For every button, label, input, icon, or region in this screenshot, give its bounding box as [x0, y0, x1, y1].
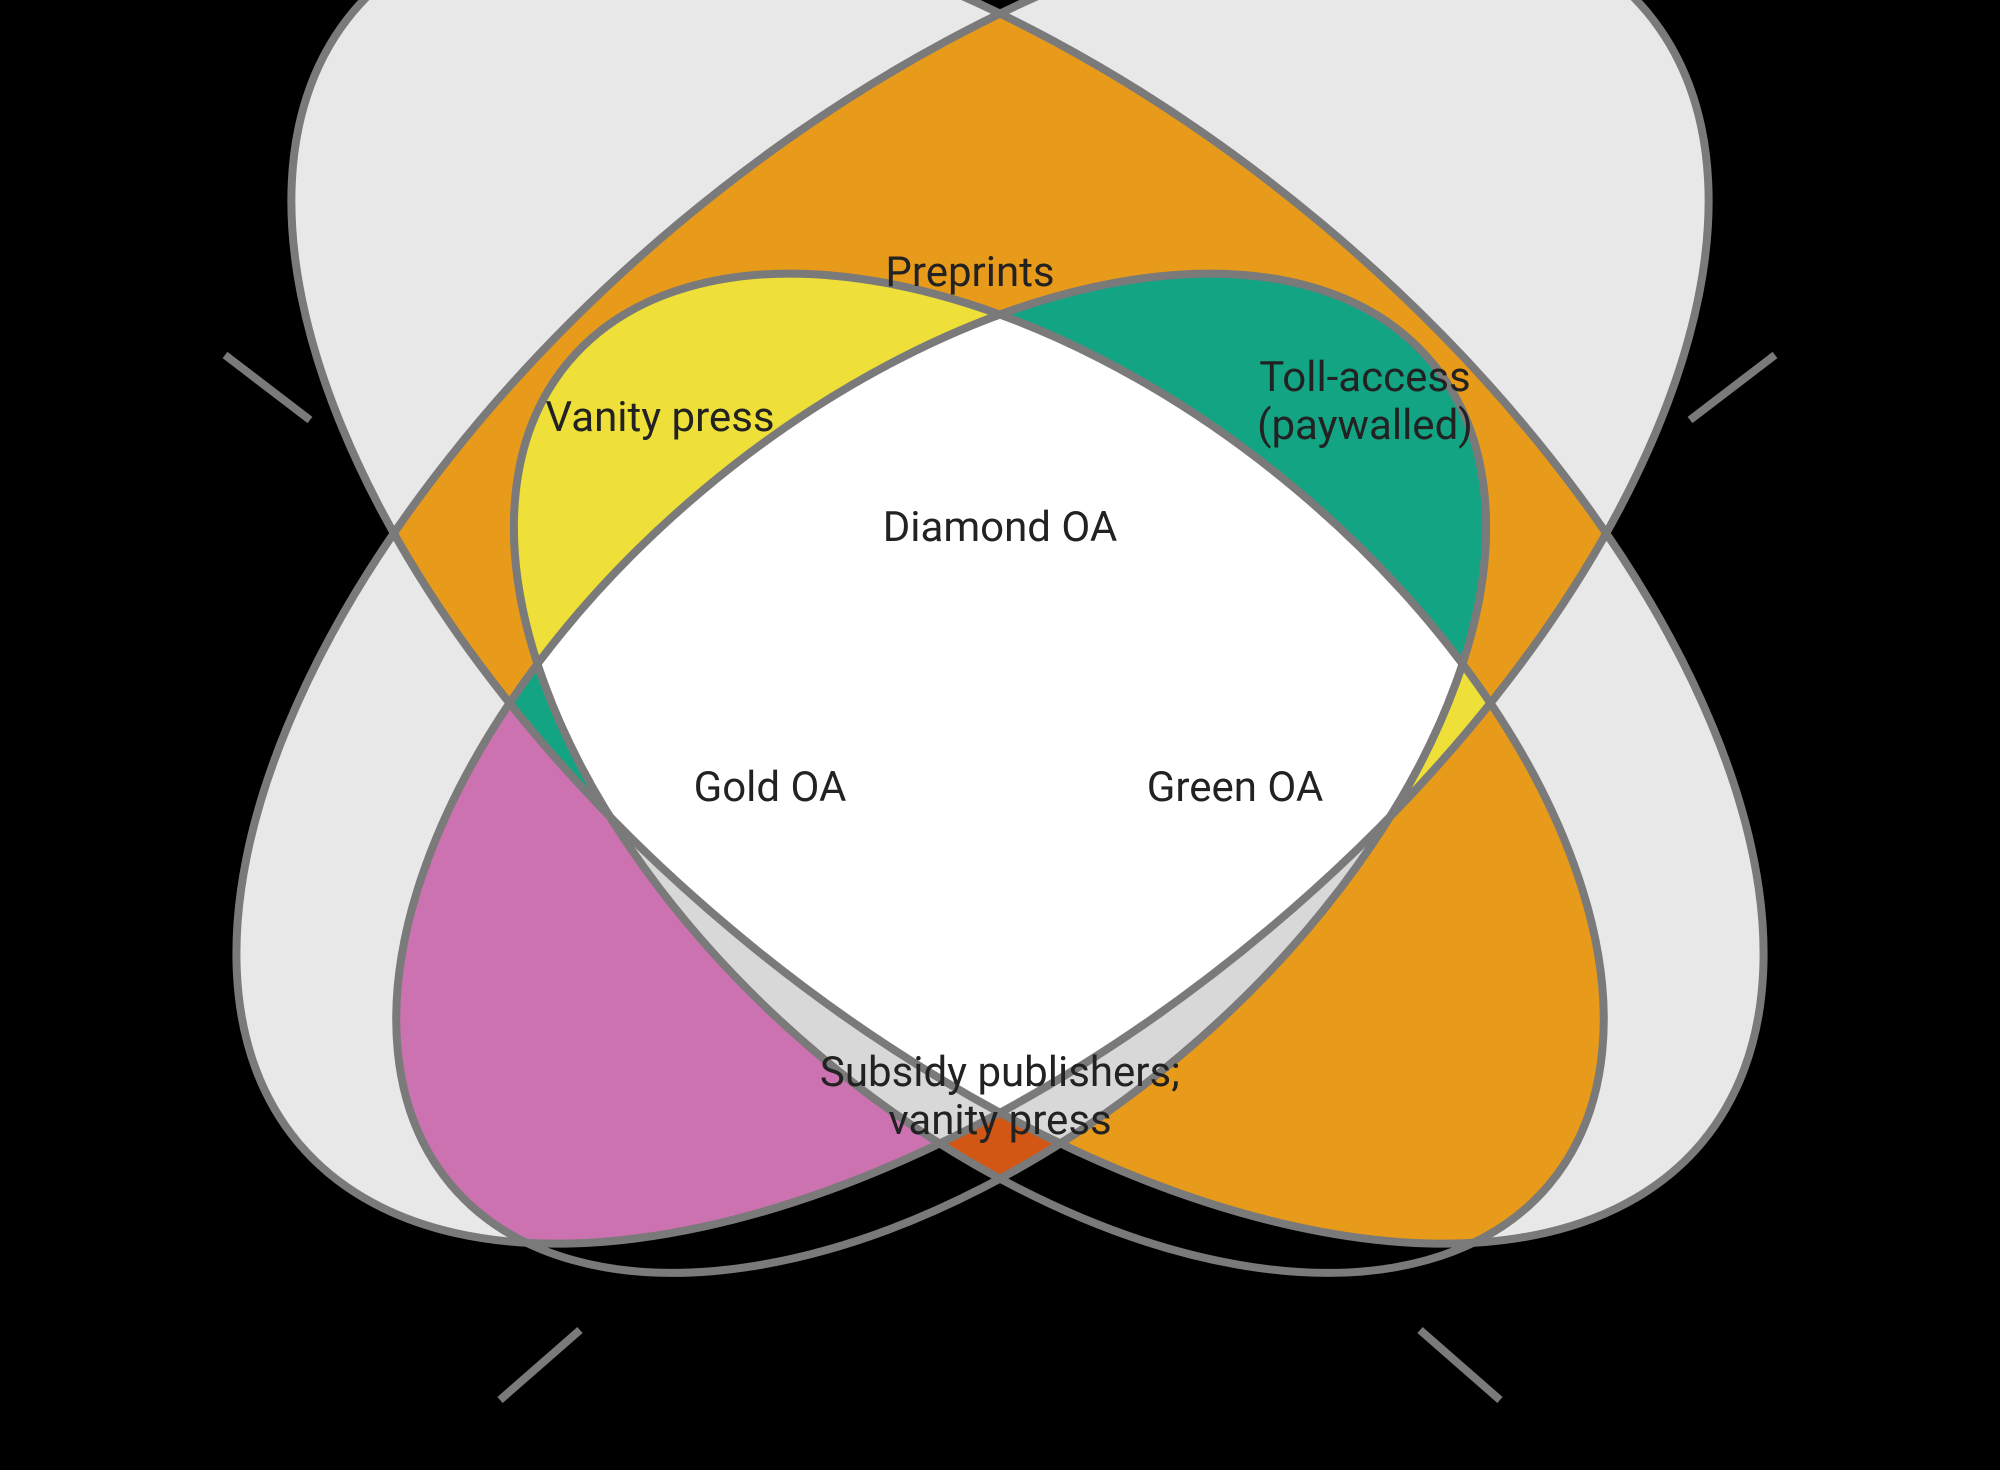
- label-gold-oa: Gold OA: [694, 763, 847, 812]
- venn-diagram: Vanity press Preprints Toll-access (payw…: [0, 0, 2000, 1470]
- label-green-oa: Green OA: [1147, 763, 1323, 812]
- label-vanity-press: Vanity press: [545, 393, 774, 442]
- label-diamond-oa: Diamond OA: [883, 503, 1118, 552]
- label-toll-access: Toll-access: [1259, 353, 1470, 402]
- label-preprints: Preprints: [885, 248, 1054, 297]
- label-subsidy-2: vanity press: [888, 1096, 1111, 1145]
- label-subsidy: Subsidy publishers;: [820, 1048, 1180, 1097]
- label-toll-access-2: (paywalled): [1257, 401, 1473, 450]
